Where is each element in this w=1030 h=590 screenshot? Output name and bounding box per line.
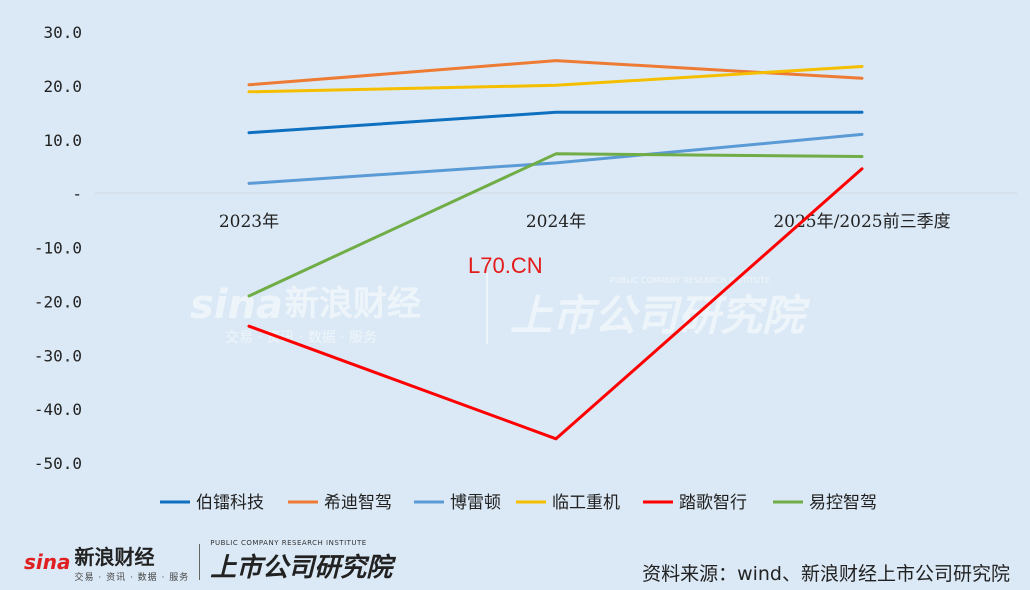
legend-label: 博雷顿 [450,493,501,513]
x-category-label: 2023年 [219,212,279,232]
watermark-sina-logo: sina [190,282,283,328]
series-lines [247,59,864,441]
institute-logo: PUBLIC COMPANY RESEARCH INSTITUTE 上市公司研究… [210,539,392,584]
legend-label: 希迪智驾 [324,493,392,513]
y-tick-label: -20.0 [34,292,82,311]
y-tick-label: -50.0 [34,454,82,473]
footer-brand: 新浪财经 [74,544,155,569]
legend-label: 易控智驾 [809,493,877,513]
legend-label: 临工重机 [552,493,620,513]
series-line [247,65,864,94]
legend-label: 踏歌智行 [679,493,747,513]
series-line [247,167,864,441]
y-tick-label: - [72,185,82,204]
annotation-label: L70.CN [468,253,543,278]
watermark-separator [486,272,488,344]
x-axis: 2023年 2024年 2025年/2025前三季度 [219,212,951,232]
y-tick-label: 20.0 [43,77,82,96]
y-axis: 30.0 20.0 10.0 - -10.0 -20.0 -30.0 -40.0 -50.0 [34,23,82,473]
watermark-institute: 上市公司研究院 [510,291,811,340]
series-line [247,110,864,135]
sina-logo-text: sina [24,549,71,574]
footer-institute-en: PUBLIC COMPANY RESEARCH INSTITUTE [210,539,367,547]
footer-brand-sub: 交易 · 资讯 · 数据 · 服务 [74,572,190,583]
x-category-label: 2025年/2025前三季度 [773,212,950,232]
y-tick-label: -40.0 [34,400,82,419]
watermark-sub: 交易 · 资讯 · 数据 · 服务 [225,329,377,346]
y-tick-label: 10.0 [43,131,82,150]
sina-logo: sina 新浪财经 交易 · 资讯 · 数据 · 服务 [24,541,189,583]
source-note: 资料来源：wind、新浪财经上市公司研究院 [642,563,1010,585]
y-tick-label: -10.0 [34,239,82,258]
watermark-institute-en: PUBLIC COMPANY RESEARCH INSTITUTE [610,276,770,285]
footer-separator [199,543,201,580]
watermark: sina 新浪财经 交易 · 资讯 · 数据 · 服务 上市公司研究院 PUBL… [190,272,811,346]
watermark-brand: 新浪财经 [285,284,421,324]
y-tick-label: -30.0 [34,346,82,365]
footer-logo: sina 新浪财经 交易 · 资讯 · 数据 · 服务 PUBLIC COMPA… [24,539,392,584]
footer-institute: 上市公司研究院 [210,553,393,583]
legend: 伯镭科技 希迪智驾 博雷顿 临工重机 踏歌智行 易控智驾 [160,493,877,513]
series-line [247,132,864,185]
y-tick-label: 30.0 [43,23,82,42]
x-category-label: 2024年 [526,212,586,232]
legend-label: 伯镭科技 [196,493,264,513]
series-line [247,152,864,298]
